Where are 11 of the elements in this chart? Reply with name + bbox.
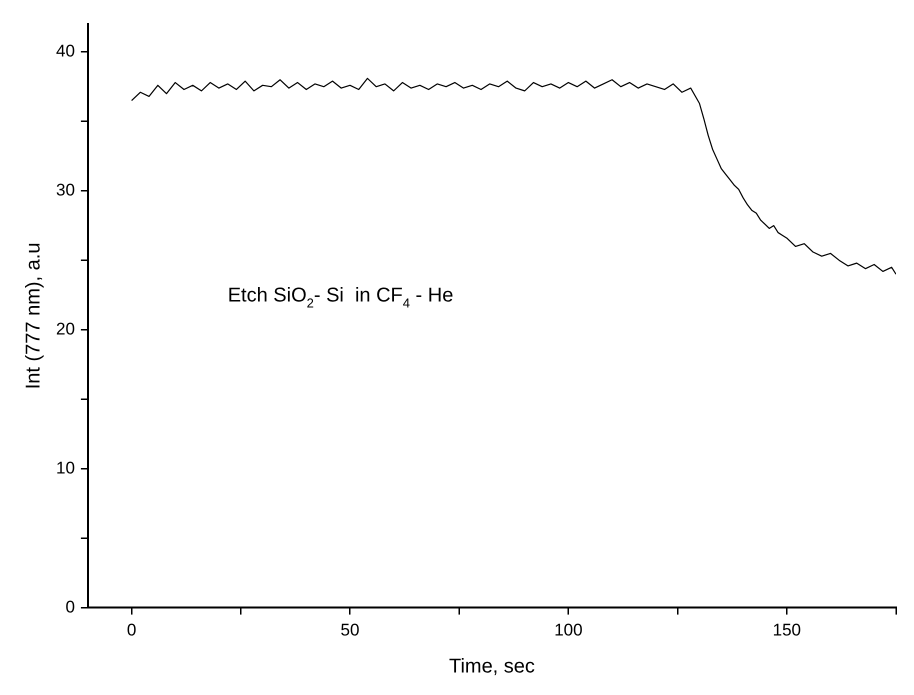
x-axis-title: Time, sec [448,656,535,678]
x-tick-label: 0 [126,620,136,640]
y-tick-label: 0 [65,597,75,616]
x-tick-label: 100 [554,620,583,640]
y-axis-title: Int (777 nm), a.u [22,242,45,390]
y-tick-label: 20 [56,319,75,338]
y-tick-label: 30 [56,180,75,200]
x-tick-label: 150 [772,620,801,640]
x-tick-label: 50 [340,620,360,640]
y-tick-label: 10 [56,458,75,478]
y-tick-label: 40 [56,42,75,61]
